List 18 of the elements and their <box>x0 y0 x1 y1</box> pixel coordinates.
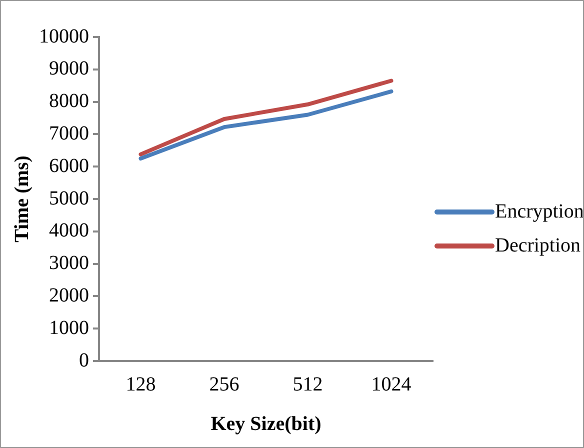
y-tick-label: 0 <box>79 349 89 372</box>
x-tick-label: 512 <box>292 373 323 396</box>
y-tick-label: 6000 <box>49 154 89 177</box>
y-tick-label: 1000 <box>49 316 89 339</box>
y-tick-label: 5000 <box>49 187 89 210</box>
y-tick-label: 7000 <box>49 122 89 144</box>
y-tick-label: 8000 <box>49 90 89 112</box>
y-tick-label: 9000 <box>49 58 89 80</box>
legend-label: Decription <box>495 234 581 256</box>
x-axis-title: Key Size(bit) <box>210 413 322 436</box>
x-tick-label: 1024 <box>371 373 412 396</box>
y-axis-title: Time (ms) <box>11 156 34 242</box>
x-tick-label: 128 <box>126 373 156 396</box>
x-tick-label: 256 <box>209 373 240 396</box>
y-tick-label: 3000 <box>49 252 89 274</box>
y-tick-label: 10000 <box>39 25 89 48</box>
y-tick-label: 4000 <box>49 220 89 242</box>
y-tick-label: 2000 <box>49 284 89 306</box>
